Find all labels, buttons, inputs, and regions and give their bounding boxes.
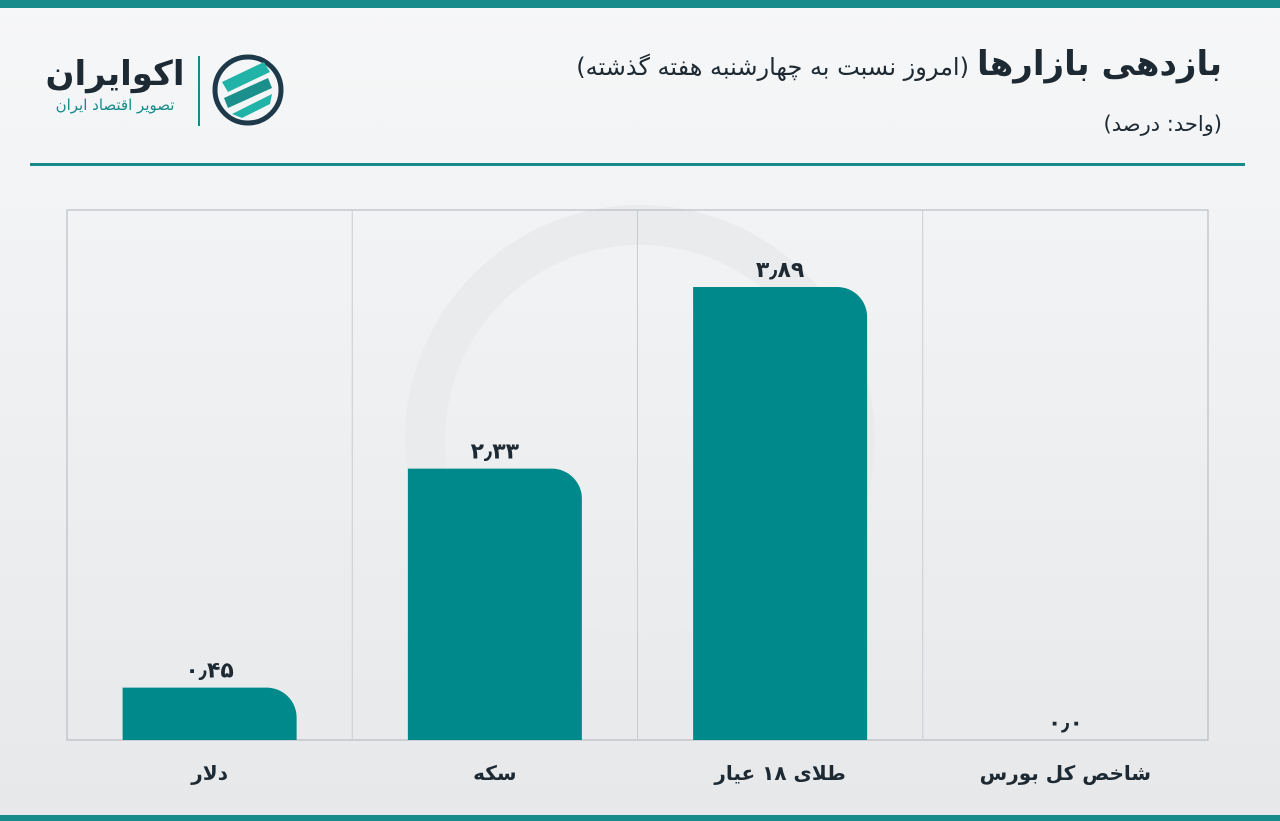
bottom-band: [0, 815, 1280, 821]
value-label: ۳٫۸۹: [756, 258, 805, 283]
chart-title: بازدهی بازارها: [976, 44, 1222, 84]
x-tick-label: شاخص کل بورس: [980, 761, 1151, 785]
brand-tagline: تصویر اقتصاد ایران: [55, 96, 175, 114]
brand-name: اکوایران: [45, 54, 185, 94]
value-label: ۰٫۰: [1048, 711, 1083, 736]
value-label: ۲٫۳۳: [471, 440, 520, 465]
title-line: بازدهی بازارها(امروز نسبت به چهارشنبه هف…: [576, 44, 1222, 84]
brand-divider: [198, 56, 200, 126]
unit-label: (واحد: درصد): [1103, 112, 1222, 136]
top-band: [0, 0, 1280, 8]
bar: [693, 287, 868, 740]
header-separator: [30, 163, 1245, 166]
brand-logo: [212, 54, 284, 126]
chart-subtitle: (امروز نسبت به چهارشنبه هفته گذشته): [576, 53, 969, 81]
x-tick-label: طلای ۱۸ عیار: [713, 761, 846, 785]
bar: [122, 687, 297, 740]
value-label: ۰٫۴۵: [185, 659, 234, 684]
x-tick-label: دلار: [190, 761, 228, 785]
x-tick-label: سکه: [473, 761, 516, 785]
bar: [407, 468, 582, 740]
brand: اکوایران تصویر اقتصاد ایران: [30, 54, 200, 116]
